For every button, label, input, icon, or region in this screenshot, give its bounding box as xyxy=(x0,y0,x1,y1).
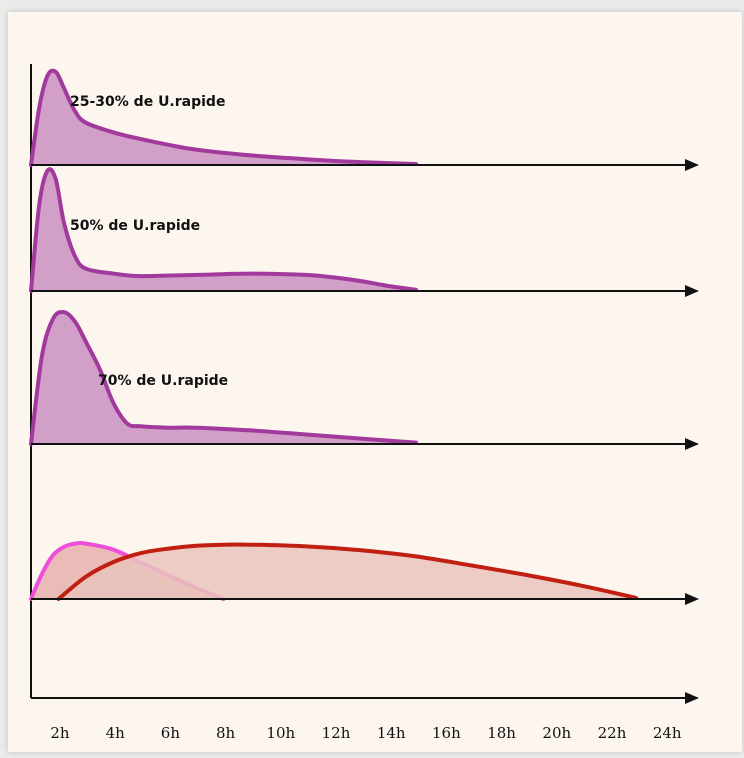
arrow-head-3 xyxy=(685,593,699,605)
series-area-2 xyxy=(31,311,416,444)
x-tick-label: 22h xyxy=(598,724,627,742)
x-tick-label: 4h xyxy=(106,724,126,742)
series-line-2 xyxy=(29,309,418,446)
x-tick-label: 6h xyxy=(161,724,181,742)
x-tick-label: 2h xyxy=(50,724,70,742)
x-tick-label: 20h xyxy=(542,724,571,742)
x-tick-label: 8h xyxy=(216,724,236,742)
x-tick-label: 14h xyxy=(377,724,406,742)
arrow-head-0 xyxy=(685,159,699,171)
panel-label-0: 25-30% de U.rapide xyxy=(70,94,225,110)
series-line-3-1 xyxy=(56,542,638,601)
x-tick-label: 10h xyxy=(266,724,295,742)
x-tick-label: 18h xyxy=(487,724,516,742)
series-area-1 xyxy=(31,169,416,291)
arrow-head-1 xyxy=(685,285,699,297)
arrow-head-2 xyxy=(685,438,699,450)
chart-card: 25-30% de U.rapide 50% de U.rapide 70% de … xyxy=(8,12,742,752)
insulin-profile-chart: 25-30% de U.rapide 50% de U.rapide 70% de … xyxy=(29,64,699,742)
series-line-0 xyxy=(29,68,418,167)
x-tick-label: 12h xyxy=(322,724,351,742)
series-line-1 xyxy=(29,167,418,293)
panel-label-2: 70% de U.rapide xyxy=(98,373,228,389)
x-tick-label: 16h xyxy=(432,724,461,742)
x-tick-label: 24h xyxy=(653,724,682,742)
series-area-0 xyxy=(31,70,416,165)
x-axis-arrow-head xyxy=(685,692,699,704)
series-area-3-1 xyxy=(58,544,636,599)
panel-label-1: 50% de U.rapide xyxy=(70,218,200,234)
